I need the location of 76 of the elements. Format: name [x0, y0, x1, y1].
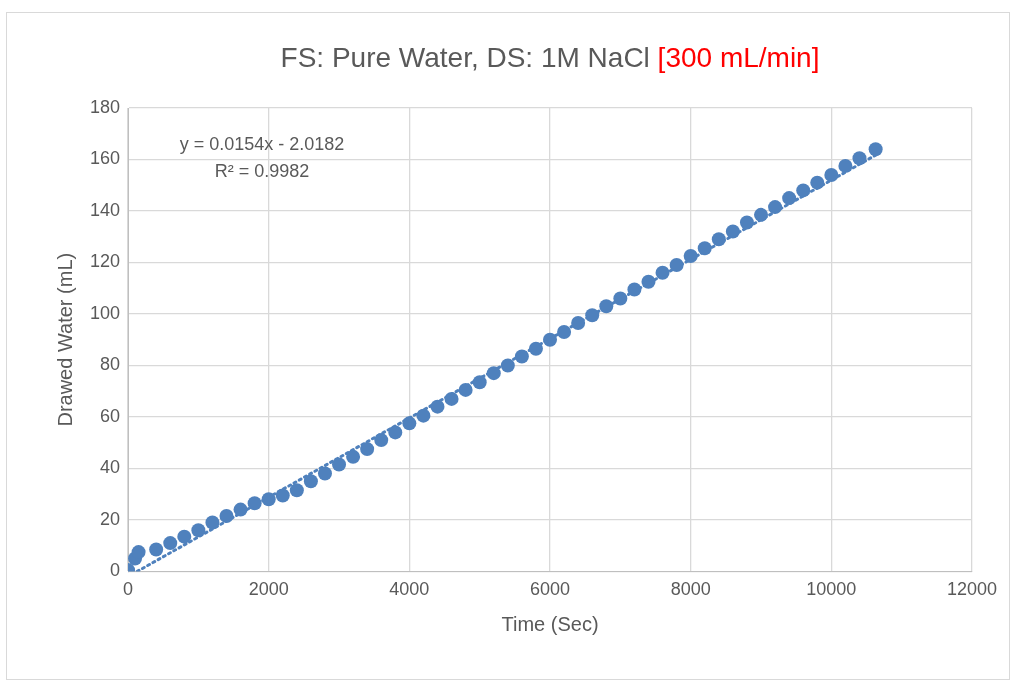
point [782, 191, 797, 206]
y-tick-label: 180 [89, 96, 121, 117]
point [131, 545, 146, 560]
point [641, 274, 656, 289]
point [557, 324, 572, 339]
point [571, 315, 586, 330]
y-tick-label: 0 [110, 560, 121, 581]
point [810, 175, 825, 190]
point [149, 542, 164, 557]
y-tick-label: 20 [100, 508, 121, 529]
point [219, 509, 234, 524]
point [543, 332, 558, 347]
point [205, 515, 220, 530]
point [655, 265, 670, 280]
point [472, 375, 487, 390]
point [374, 433, 389, 448]
point [177, 529, 192, 544]
point [317, 466, 332, 481]
point [360, 442, 375, 457]
x-tick-label: 12000 [946, 579, 998, 600]
y-tick-label: 100 [89, 302, 121, 323]
point [233, 502, 248, 517]
point [514, 349, 529, 364]
point [275, 488, 290, 503]
point [303, 474, 318, 489]
point [599, 299, 614, 314]
point [163, 536, 178, 551]
point [191, 523, 206, 538]
point [346, 449, 361, 464]
point [585, 308, 600, 323]
point [332, 457, 347, 472]
x-tick-label: 2000 [248, 579, 289, 600]
point [683, 249, 698, 264]
y-tick-label: 120 [89, 251, 121, 272]
x-tick-label: 6000 [529, 579, 571, 600]
y-tick-label: 80 [100, 354, 121, 375]
point [838, 158, 853, 173]
annotation: R² = 0.9982 [214, 160, 310, 181]
annotation: y = 0.0154x - 2.0182 [179, 133, 345, 154]
x-tick-label: 0 [123, 579, 134, 600]
point [500, 358, 515, 373]
point [824, 167, 839, 182]
chart-subtitle: [300 mL/min] [649, 41, 820, 73]
point [669, 258, 684, 273]
point [739, 215, 754, 230]
chart-title: FS: Pure Water, DS: 1M NaCl [280, 41, 650, 73]
y-axis-title: Drawed Water (mL) [53, 252, 76, 427]
x-axis-title: Time (Sec) [501, 612, 599, 635]
point [486, 366, 501, 381]
x-tick-label: 4000 [389, 579, 430, 600]
point [711, 232, 726, 247]
point [852, 151, 867, 166]
y-tick-label: 40 [100, 457, 121, 478]
point [247, 496, 262, 511]
point [796, 183, 811, 198]
point [388, 425, 403, 440]
point [444, 391, 459, 406]
point [402, 416, 417, 431]
point [754, 207, 769, 222]
x-tick-label: 10000 [806, 579, 857, 600]
x-tick-label: 8000 [670, 579, 711, 600]
point [627, 282, 642, 297]
point [289, 483, 304, 498]
point [725, 224, 740, 239]
point [768, 200, 783, 215]
point [528, 341, 543, 356]
y-tick-label: 60 [100, 405, 121, 426]
point [613, 291, 628, 306]
y-tick-label: 160 [89, 148, 121, 169]
point [458, 382, 473, 397]
point [697, 241, 712, 256]
point [416, 408, 431, 423]
point [261, 492, 276, 507]
point [868, 142, 883, 157]
point [430, 399, 445, 414]
y-tick-label: 140 [89, 199, 121, 220]
